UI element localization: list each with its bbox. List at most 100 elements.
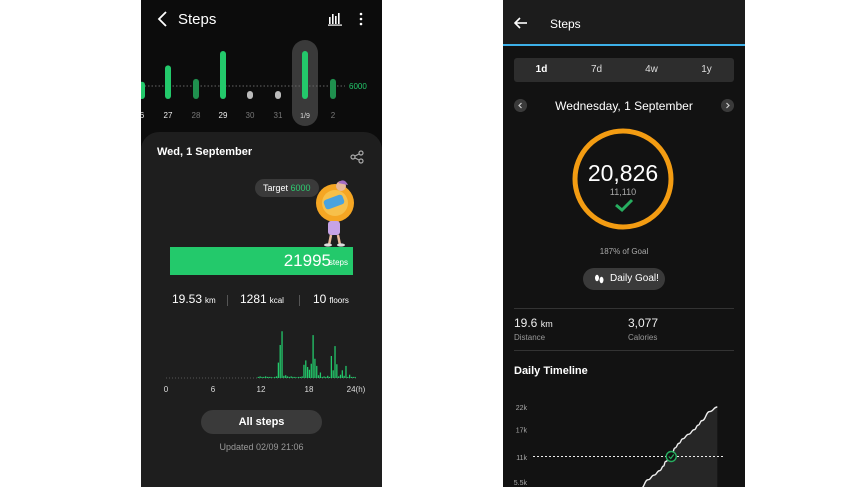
steps-count: 20,826 — [587, 160, 659, 186]
hourly-bar — [352, 376, 354, 378]
week-bar-empty — [275, 91, 281, 99]
back-arrow-icon[interactable] — [514, 17, 528, 29]
energy-stat: 1281 kcal — [240, 292, 284, 306]
hourly-bar — [264, 376, 267, 378]
bar-chart-icon[interactable] — [328, 12, 342, 26]
hourly-bar — [317, 375, 320, 378]
footprints-icon — [595, 274, 604, 284]
hourly-tick-label: 24(h) — [347, 385, 366, 394]
timeline-line — [642, 406, 718, 487]
calories-value: 3,077 — [628, 316, 659, 330]
week-day-label: 29 — [219, 111, 228, 120]
hourly-bar — [266, 376, 269, 378]
hourly-bar — [332, 370, 334, 378]
hourly-bar — [316, 365, 318, 378]
floors-stat: 10 floors — [313, 292, 349, 306]
week-bar — [330, 78, 336, 99]
share-icon[interactable] — [350, 150, 364, 164]
week-bar — [193, 78, 199, 99]
steps-subvalue: 11,110 — [609, 187, 637, 197]
hourly-bar — [308, 369, 311, 378]
hourly-bar — [275, 376, 278, 378]
distance-unit: km — [205, 296, 216, 305]
fitness-app-screen: Steps 1d 7d 4w 1y Wednesday, 1 September 20… — [503, 0, 745, 487]
hourly-bar — [343, 375, 345, 378]
hourly-bar — [257, 376, 259, 378]
hourly-bar — [306, 367, 309, 378]
week-day-label: 27 — [164, 111, 173, 120]
hourly-bar — [283, 375, 285, 378]
daily-goal-badge[interactable]: Daily Goal! — [583, 268, 665, 290]
target-value: 6000 — [290, 183, 311, 193]
percent-of-goal: 187% of Goal — [599, 247, 649, 256]
samsung-health-screen: Steps 6000 6 27 28 29 30 31 1/9 2 Wed, 1 Septemb… — [141, 0, 382, 487]
hourly-bar — [323, 376, 325, 378]
hourly-bar — [312, 335, 314, 378]
distance-stat: 19.53 km — [172, 292, 216, 306]
right-header: Steps — [503, 0, 745, 46]
floors-value: 10 — [313, 292, 327, 306]
hourly-bar — [341, 370, 343, 378]
hourly-bar — [288, 376, 290, 378]
back-arrow-icon[interactable] — [155, 10, 171, 28]
week-bar-empty — [247, 91, 253, 99]
distance-block: 19.6 km Distance — [514, 316, 553, 342]
hourly-bar — [303, 364, 305, 378]
hourly-bar — [345, 365, 347, 378]
hourly-tick-label: 6 — [211, 385, 216, 394]
range-tab[interactable]: 4w — [645, 64, 658, 75]
hourly-bar — [325, 376, 327, 378]
hourly-bar — [350, 376, 353, 378]
hourly-bar — [274, 376, 276, 378]
hourly-bar — [299, 376, 301, 378]
week-bar — [165, 65, 171, 99]
selected-date: Wednesday, 1 September — [555, 99, 693, 113]
week-bar — [302, 51, 308, 99]
hourly-tick-label: 0 — [164, 385, 169, 394]
hourly-bar — [272, 377, 274, 378]
goal-check-icon — [668, 454, 675, 460]
page-title: Steps — [550, 17, 581, 31]
range-tabs: 1d 7d 4w 1y — [514, 58, 734, 82]
goal-progress-ring — [572, 128, 674, 230]
hourly-bar — [339, 374, 342, 378]
hourly-bar — [286, 376, 289, 378]
hourly-bar — [263, 376, 265, 378]
range-tab[interactable]: 7d — [590, 64, 603, 75]
hourly-tick-label: 12 — [257, 385, 266, 394]
hourly-bar — [347, 376, 349, 378]
all-steps-button[interactable]: All steps — [201, 410, 322, 434]
week-day-label: 2 — [331, 111, 336, 120]
distance-value: 19.53 — [172, 292, 203, 306]
next-day-icon[interactable] — [721, 99, 734, 112]
hourly-bar — [277, 362, 280, 378]
range-tab[interactable]: 1y — [701, 64, 712, 75]
week-day-label: 30 — [246, 111, 255, 120]
hourly-bar — [270, 376, 272, 378]
summary-date: Wed, 1 September — [157, 146, 253, 158]
previous-day-icon[interactable] — [514, 99, 527, 112]
day-summary-card: Wed, 1 September Target 6000 21995 steps — [141, 132, 382, 487]
target-bubble: Target 6000 — [255, 179, 319, 197]
hourly-bar — [328, 376, 331, 378]
stat-divider — [227, 295, 228, 306]
hourly-bar — [294, 376, 296, 378]
timeline-title: Daily Timeline — [514, 365, 588, 377]
more-options-icon[interactable] — [357, 11, 365, 27]
timeline-tick-label: 22k — [516, 405, 528, 412]
calories-label: Calories — [628, 333, 658, 342]
hourly-bar — [336, 364, 338, 378]
left-header: Steps — [141, 0, 382, 38]
distance-value: 19.6 — [514, 316, 538, 330]
hourly-bar — [321, 376, 323, 378]
hourly-bar — [279, 345, 281, 378]
timeline-tick-label: 11k — [516, 455, 527, 462]
hourly-bar — [330, 356, 333, 378]
hourly-bar — [268, 376, 270, 378]
hourly-bar — [327, 375, 329, 378]
floors-unit: floors — [329, 296, 349, 305]
weekly-steps-chart[interactable]: 6000 6 27 28 29 30 31 1/9 2 — [141, 36, 382, 132]
goal-reached-marker — [665, 450, 677, 463]
celebration-mascot-icon — [316, 180, 354, 247]
range-tab[interactable]: 1d — [535, 64, 548, 75]
